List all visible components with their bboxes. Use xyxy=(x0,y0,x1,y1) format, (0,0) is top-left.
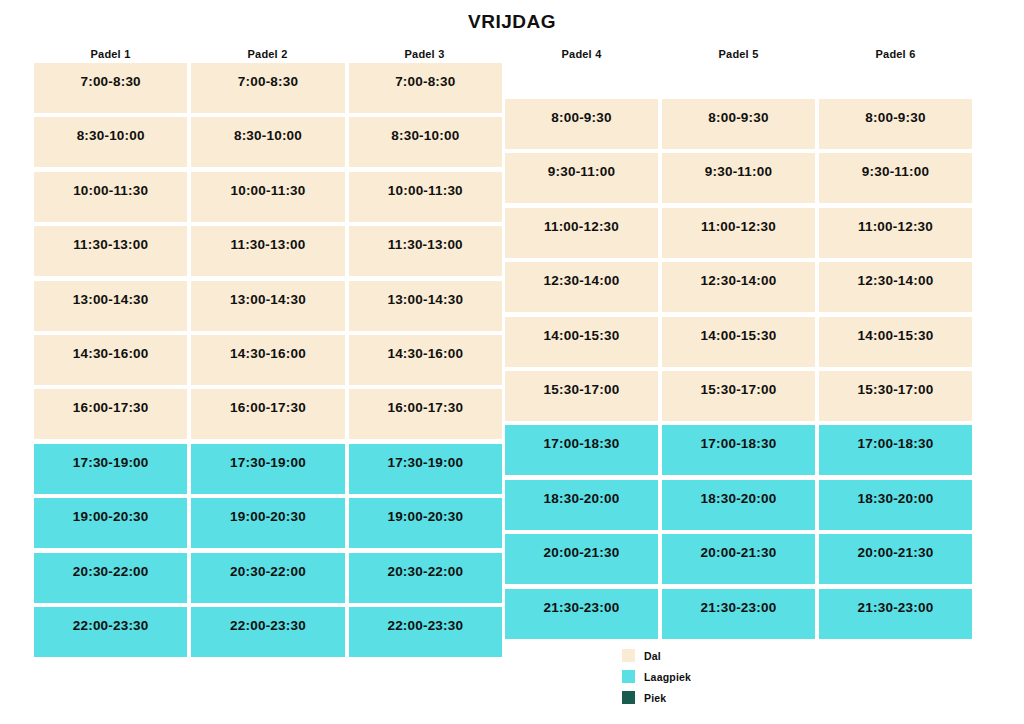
time-slot-cell: 11:00-12:30 xyxy=(662,208,815,258)
time-slot-cell: 8:00-9:30 xyxy=(662,99,815,149)
time-slot-cell: 11:30-13:00 xyxy=(349,226,502,276)
time-slot-cell: 12:30-14:00 xyxy=(662,262,815,312)
time-slot-cell: 8:00-9:30 xyxy=(505,99,658,149)
time-slot-cell: 18:30-20:00 xyxy=(819,480,972,530)
legend-swatch-dal-icon xyxy=(622,649,635,662)
time-slot-cell: 17:30-19:00 xyxy=(34,444,187,494)
time-slot-cell: 13:00-14:30 xyxy=(191,281,344,331)
time-slot-cell: 11:30-13:00 xyxy=(191,226,344,276)
time-slot-cell: 8:00-9:30 xyxy=(819,99,972,149)
time-slot-cell: 19:00-20:30 xyxy=(191,498,344,548)
time-slot-cell: 18:30-20:00 xyxy=(662,480,815,530)
legend-item-piek: Piek xyxy=(622,691,691,704)
time-slot-cell: 14:30-16:00 xyxy=(34,335,187,385)
time-slot-cell: 12:30-14:00 xyxy=(505,262,658,312)
time-slot-cell: 15:30-17:00 xyxy=(819,371,972,421)
time-slot-cell: 7:00-8:30 xyxy=(349,63,502,113)
time-slot-cell: 19:00-20:30 xyxy=(349,498,502,548)
time-slot-cell: 14:30-16:00 xyxy=(349,335,502,385)
column-header-padel-2: Padel 2 xyxy=(191,48,344,60)
time-slot-cell: 20:30-22:00 xyxy=(349,553,502,603)
legend-swatch-laagpiek-icon xyxy=(622,670,635,683)
column-header-padel-3: Padel 3 xyxy=(348,48,501,60)
time-slot-cell: 16:00-17:30 xyxy=(349,389,502,439)
time-slot-cell: 7:00-8:30 xyxy=(191,63,344,113)
schedule-table-padel-4-6: 8:00-9:309:30-11:0011:00-12:3012:30-14:0… xyxy=(505,99,972,639)
time-slot-cell: 17:30-19:00 xyxy=(349,444,502,494)
time-slot-cell: 17:00-18:30 xyxy=(819,425,972,475)
time-slot-cell: 21:30-23:00 xyxy=(505,589,658,639)
time-slot-cell: 20:30-22:00 xyxy=(191,553,344,603)
time-slot-cell: 8:30-10:00 xyxy=(349,117,502,167)
legend-swatch-piek-icon xyxy=(622,691,635,704)
time-slot-cell: 13:00-14:30 xyxy=(349,281,502,331)
time-slot-cell: 7:00-8:30 xyxy=(34,63,187,113)
time-slot-cell: 14:00-15:30 xyxy=(662,317,815,367)
time-slot-cell: 10:00-11:30 xyxy=(349,172,502,222)
legend: Dal Laagpiek Piek xyxy=(622,649,691,704)
column-header-padel-1: Padel 1 xyxy=(34,48,187,60)
schedule-page: VRIJDAG Padel 1Padel 2Padel 3Padel 4Pade… xyxy=(0,0,1024,724)
time-slot-cell: 21:30-23:00 xyxy=(662,589,815,639)
time-slot-cell: 12:30-14:00 xyxy=(819,262,972,312)
time-slot-cell: 14:00-15:30 xyxy=(819,317,972,367)
legend-item-laagpiek: Laagpiek xyxy=(622,670,691,683)
time-slot-cell: 19:00-20:30 xyxy=(34,498,187,548)
time-slot-cell: 9:30-11:00 xyxy=(819,153,972,203)
column-headers: Padel 1 Padel 2 Padel 3 Padel 4 Padel 5 Padel… xyxy=(34,48,972,60)
time-slot-cell: 15:30-17:00 xyxy=(662,371,815,421)
time-slot-cell: 10:00-11:30 xyxy=(34,172,187,222)
time-slot-cell: 22:00-23:30 xyxy=(349,607,502,657)
time-slot-cell: 11:00-12:30 xyxy=(819,208,972,258)
time-slot-cell: 14:30-16:00 xyxy=(191,335,344,385)
time-slot-cell: 16:00-17:30 xyxy=(34,389,187,439)
time-slot-cell: 11:30-13:00 xyxy=(34,226,187,276)
legend-item-dal: Dal xyxy=(622,649,691,662)
page-title: VRIJDAG xyxy=(0,11,1024,33)
time-slot-cell: 8:30-10:00 xyxy=(191,117,344,167)
time-slot-cell: 13:00-14:30 xyxy=(34,281,187,331)
time-slot-cell: 17:00-18:30 xyxy=(505,425,658,475)
column-header-padel-6: Padel 6 xyxy=(819,48,972,60)
time-slot-cell: 9:30-11:00 xyxy=(505,153,658,203)
time-slot-cell: 10:00-11:30 xyxy=(191,172,344,222)
time-slot-cell: 14:00-15:30 xyxy=(505,317,658,367)
time-slot-cell: 16:00-17:30 xyxy=(191,389,344,439)
time-slot-cell: 18:30-20:00 xyxy=(505,480,658,530)
time-slot-cell: 9:30-11:00 xyxy=(662,153,815,203)
time-slot-cell: 20:00-21:30 xyxy=(819,534,972,584)
time-slot-cell: 17:30-19:00 xyxy=(191,444,344,494)
time-slot-cell: 8:30-10:00 xyxy=(34,117,187,167)
time-slot-cell: 20:00-21:30 xyxy=(662,534,815,584)
legend-label-piek: Piek xyxy=(644,692,666,704)
time-slot-cell: 17:00-18:30 xyxy=(662,425,815,475)
time-slot-cell: 20:30-22:00 xyxy=(34,553,187,603)
legend-label-dal: Dal xyxy=(644,650,661,662)
time-slot-cell: 20:00-21:30 xyxy=(505,534,658,584)
time-slot-cell: 22:00-23:30 xyxy=(191,607,344,657)
schedule-table-padel-1-3: 7:00-8:308:30-10:0010:00-11:3011:30-13:0… xyxy=(34,63,502,657)
column-header-padel-4: Padel 4 xyxy=(505,48,658,60)
column-header-padel-5: Padel 5 xyxy=(662,48,815,60)
time-slot-cell: 11:00-12:30 xyxy=(505,208,658,258)
time-slot-cell: 21:30-23:00 xyxy=(819,589,972,639)
legend-label-laagpiek: Laagpiek xyxy=(644,671,691,683)
time-slot-cell: 22:00-23:30 xyxy=(34,607,187,657)
time-slot-cell: 15:30-17:00 xyxy=(505,371,658,421)
